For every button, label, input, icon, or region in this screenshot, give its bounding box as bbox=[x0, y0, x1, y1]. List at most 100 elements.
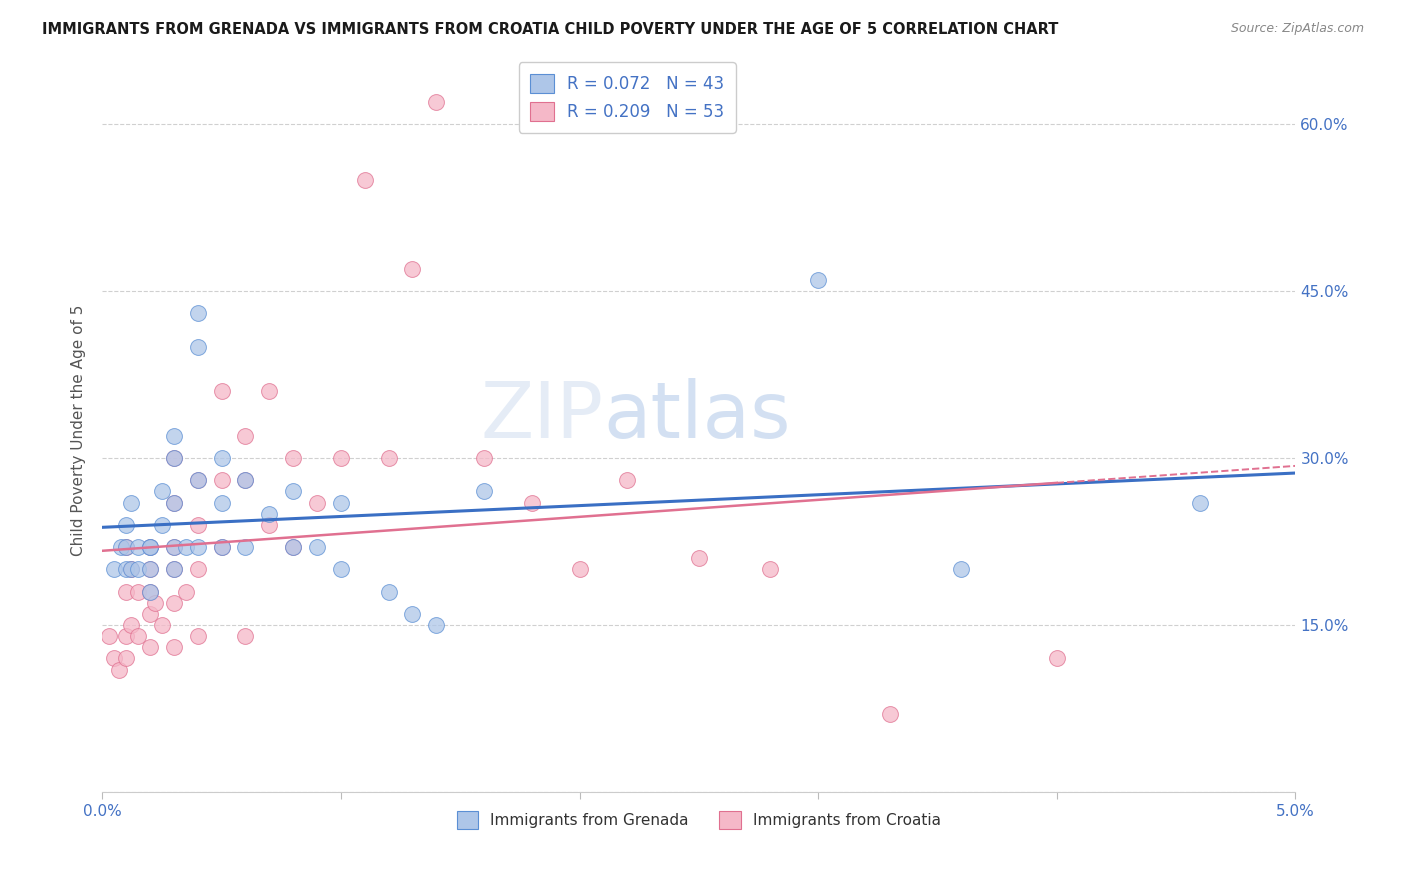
Point bbox=[281, 540, 304, 554]
Point bbox=[139, 562, 162, 576]
Point bbox=[472, 451, 495, 466]
Point bbox=[211, 473, 233, 487]
Point bbox=[139, 640, 162, 655]
Point bbox=[688, 551, 710, 566]
Point bbox=[187, 306, 209, 320]
Point bbox=[163, 540, 186, 554]
Point bbox=[879, 707, 901, 722]
Point bbox=[211, 540, 233, 554]
Point bbox=[235, 629, 257, 643]
Point bbox=[163, 451, 186, 466]
Point bbox=[425, 618, 447, 632]
Point bbox=[139, 562, 162, 576]
Y-axis label: Child Poverty Under the Age of 5: Child Poverty Under the Age of 5 bbox=[72, 304, 86, 556]
Point bbox=[150, 484, 173, 499]
Point bbox=[187, 629, 209, 643]
Point bbox=[950, 562, 973, 576]
Text: IMMIGRANTS FROM GRENADA VS IMMIGRANTS FROM CROATIA CHILD POVERTY UNDER THE AGE O: IMMIGRANTS FROM GRENADA VS IMMIGRANTS FR… bbox=[42, 22, 1059, 37]
Point bbox=[568, 562, 591, 576]
Point bbox=[235, 540, 257, 554]
Point bbox=[305, 495, 328, 509]
Text: Source: ZipAtlas.com: Source: ZipAtlas.com bbox=[1230, 22, 1364, 36]
Point bbox=[139, 540, 162, 554]
Point bbox=[187, 562, 209, 576]
Point bbox=[211, 451, 233, 466]
Point bbox=[108, 663, 131, 677]
Point bbox=[139, 607, 162, 621]
Point bbox=[120, 562, 142, 576]
Point bbox=[759, 562, 782, 576]
Point bbox=[139, 584, 162, 599]
Point bbox=[807, 273, 830, 287]
Point bbox=[127, 629, 149, 643]
Point bbox=[259, 384, 281, 399]
Point bbox=[163, 562, 186, 576]
Point bbox=[187, 517, 209, 532]
Point bbox=[115, 562, 138, 576]
Point bbox=[103, 562, 125, 576]
Point bbox=[150, 618, 173, 632]
Point bbox=[163, 451, 186, 466]
Point bbox=[115, 584, 138, 599]
Point bbox=[139, 540, 162, 554]
Point bbox=[115, 540, 138, 554]
Point bbox=[305, 540, 328, 554]
Point bbox=[115, 517, 138, 532]
Point bbox=[425, 95, 447, 109]
Point bbox=[174, 540, 197, 554]
Point bbox=[98, 629, 121, 643]
Point bbox=[163, 640, 186, 655]
Point bbox=[353, 173, 375, 187]
Point bbox=[259, 507, 281, 521]
Point bbox=[281, 451, 304, 466]
Point bbox=[520, 495, 543, 509]
Point bbox=[120, 618, 142, 632]
Point bbox=[115, 651, 138, 665]
Point bbox=[139, 584, 162, 599]
Point bbox=[616, 473, 638, 487]
Point bbox=[127, 584, 149, 599]
Point bbox=[187, 473, 209, 487]
Point bbox=[139, 540, 162, 554]
Point bbox=[163, 562, 186, 576]
Point bbox=[211, 495, 233, 509]
Point bbox=[127, 540, 149, 554]
Point bbox=[163, 429, 186, 443]
Point bbox=[120, 562, 142, 576]
Point bbox=[211, 540, 233, 554]
Point bbox=[235, 473, 257, 487]
Text: ZIP: ZIP bbox=[481, 378, 603, 454]
Point bbox=[127, 562, 149, 576]
Point bbox=[281, 540, 304, 554]
Point bbox=[110, 540, 132, 554]
Point bbox=[174, 584, 197, 599]
Point bbox=[211, 384, 233, 399]
Point bbox=[259, 517, 281, 532]
Point bbox=[163, 495, 186, 509]
Point bbox=[115, 629, 138, 643]
Point bbox=[472, 484, 495, 499]
Point bbox=[187, 473, 209, 487]
Point bbox=[235, 473, 257, 487]
Point bbox=[329, 451, 352, 466]
Point bbox=[150, 517, 173, 532]
Point bbox=[1046, 651, 1069, 665]
Point bbox=[377, 584, 399, 599]
Point bbox=[401, 607, 423, 621]
Point bbox=[281, 484, 304, 499]
Point bbox=[163, 596, 186, 610]
Point bbox=[401, 261, 423, 276]
Point bbox=[143, 596, 166, 610]
Point bbox=[103, 651, 125, 665]
Point bbox=[329, 495, 352, 509]
Point bbox=[163, 495, 186, 509]
Point bbox=[377, 451, 399, 466]
Point bbox=[235, 429, 257, 443]
Point bbox=[120, 495, 142, 509]
Point bbox=[329, 562, 352, 576]
Text: atlas: atlas bbox=[603, 378, 792, 454]
Legend: Immigrants from Grenada, Immigrants from Croatia: Immigrants from Grenada, Immigrants from… bbox=[450, 805, 948, 835]
Point bbox=[187, 340, 209, 354]
Point bbox=[187, 540, 209, 554]
Point bbox=[1188, 495, 1211, 509]
